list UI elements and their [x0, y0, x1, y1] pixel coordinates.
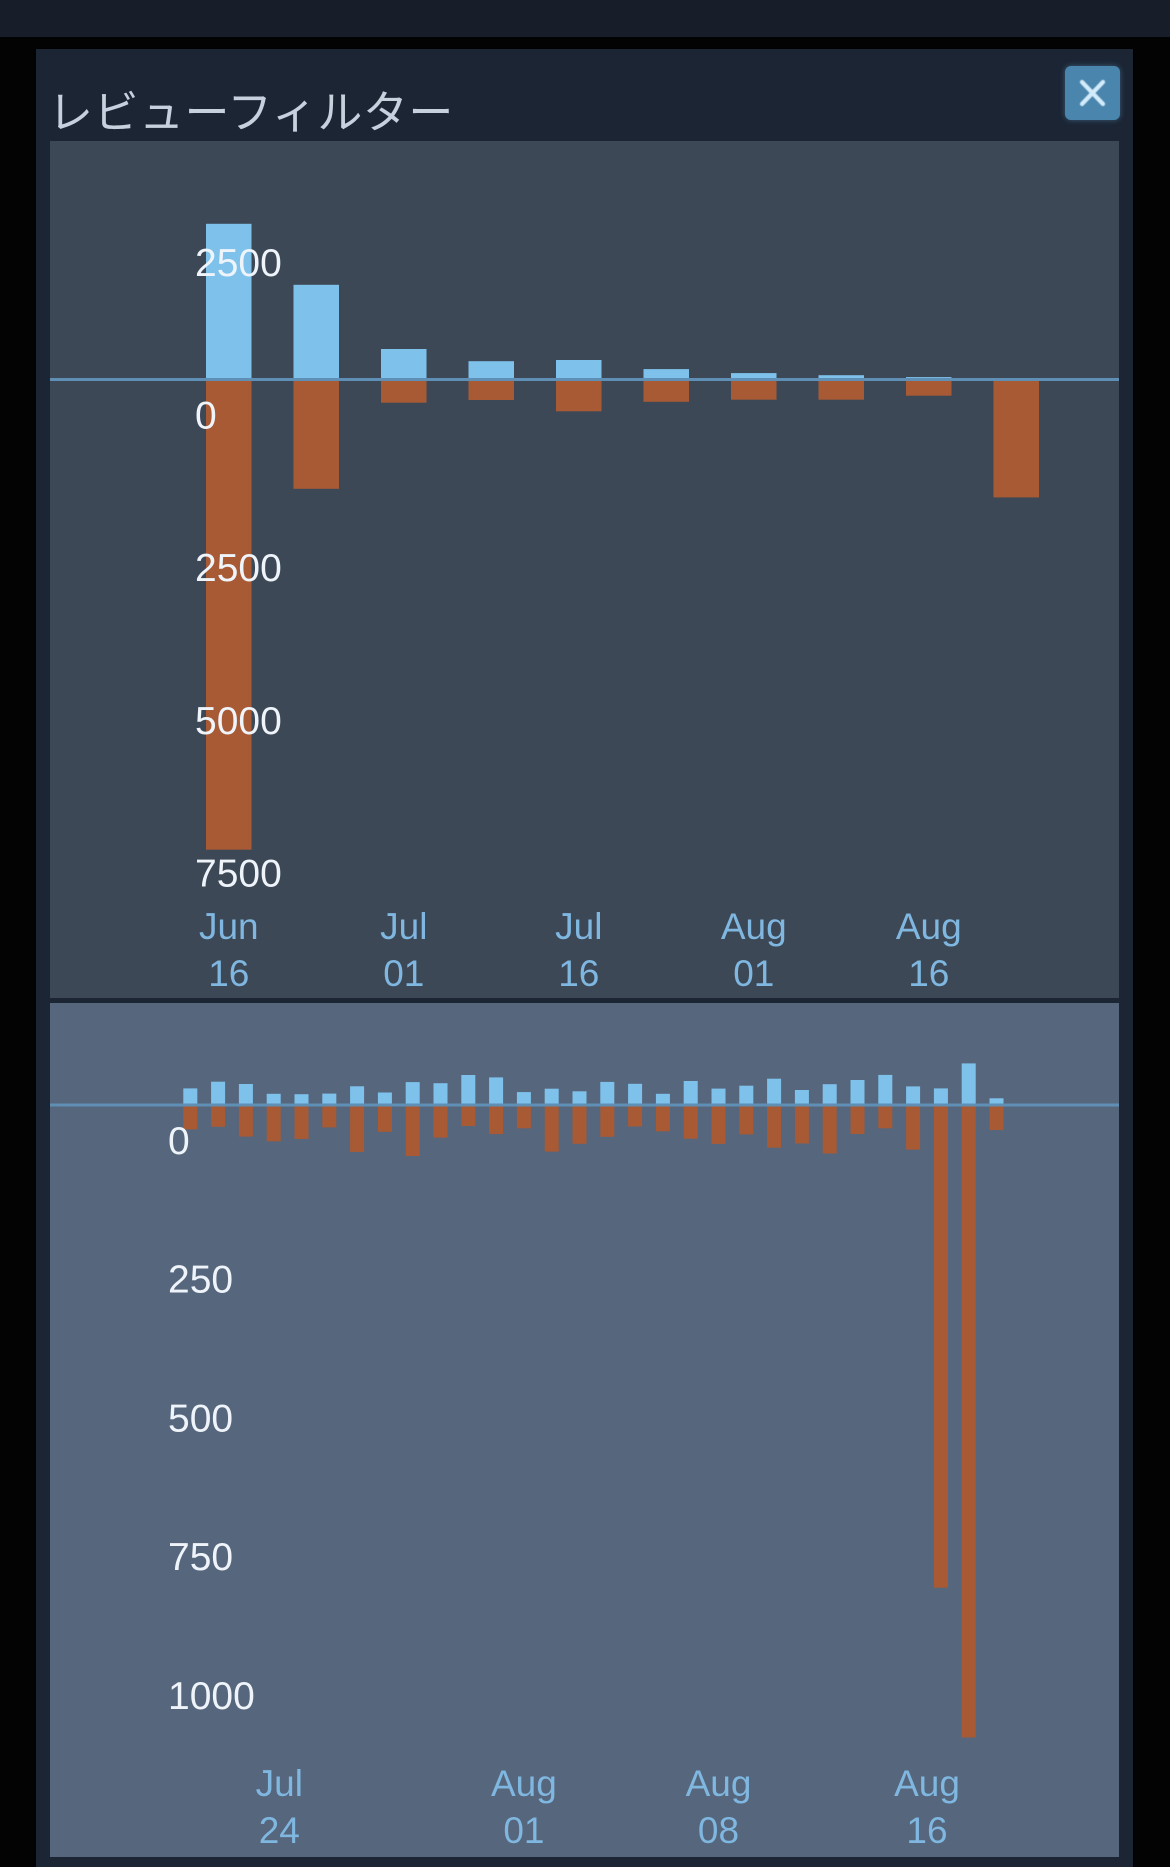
- svg-text:Aug: Aug: [894, 1763, 960, 1804]
- svg-text:0: 0: [195, 395, 217, 438]
- svg-text:Aug: Aug: [721, 906, 787, 947]
- svg-text:250: 250: [168, 1259, 233, 1302]
- svg-text:24: 24: [259, 1810, 300, 1851]
- svg-text:750: 750: [168, 1536, 233, 1579]
- svg-text:Jun: Jun: [199, 906, 259, 947]
- svg-text:16: 16: [558, 953, 599, 994]
- svg-text:0: 0: [168, 1120, 190, 1163]
- svg-text:Jul: Jul: [256, 1763, 303, 1804]
- svg-text:1000: 1000: [168, 1675, 255, 1718]
- svg-text:01: 01: [733, 953, 774, 994]
- svg-text:7500: 7500: [195, 853, 282, 896]
- svg-text:01: 01: [383, 953, 424, 994]
- svg-text:2500: 2500: [195, 242, 282, 285]
- svg-text:Aug: Aug: [896, 906, 962, 947]
- svg-text:16: 16: [208, 953, 249, 994]
- svg-text:08: 08: [698, 1810, 739, 1851]
- svg-text:2500: 2500: [195, 547, 282, 590]
- svg-text:16: 16: [906, 1810, 947, 1851]
- svg-text:Aug: Aug: [686, 1763, 752, 1804]
- svg-text:5000: 5000: [195, 700, 282, 743]
- svg-text:01: 01: [503, 1810, 544, 1851]
- svg-text:Jul: Jul: [555, 906, 602, 947]
- svg-text:Jul: Jul: [380, 906, 427, 947]
- svg-text:500: 500: [168, 1397, 233, 1440]
- svg-text:16: 16: [908, 953, 949, 994]
- svg-text:Aug: Aug: [491, 1763, 557, 1804]
